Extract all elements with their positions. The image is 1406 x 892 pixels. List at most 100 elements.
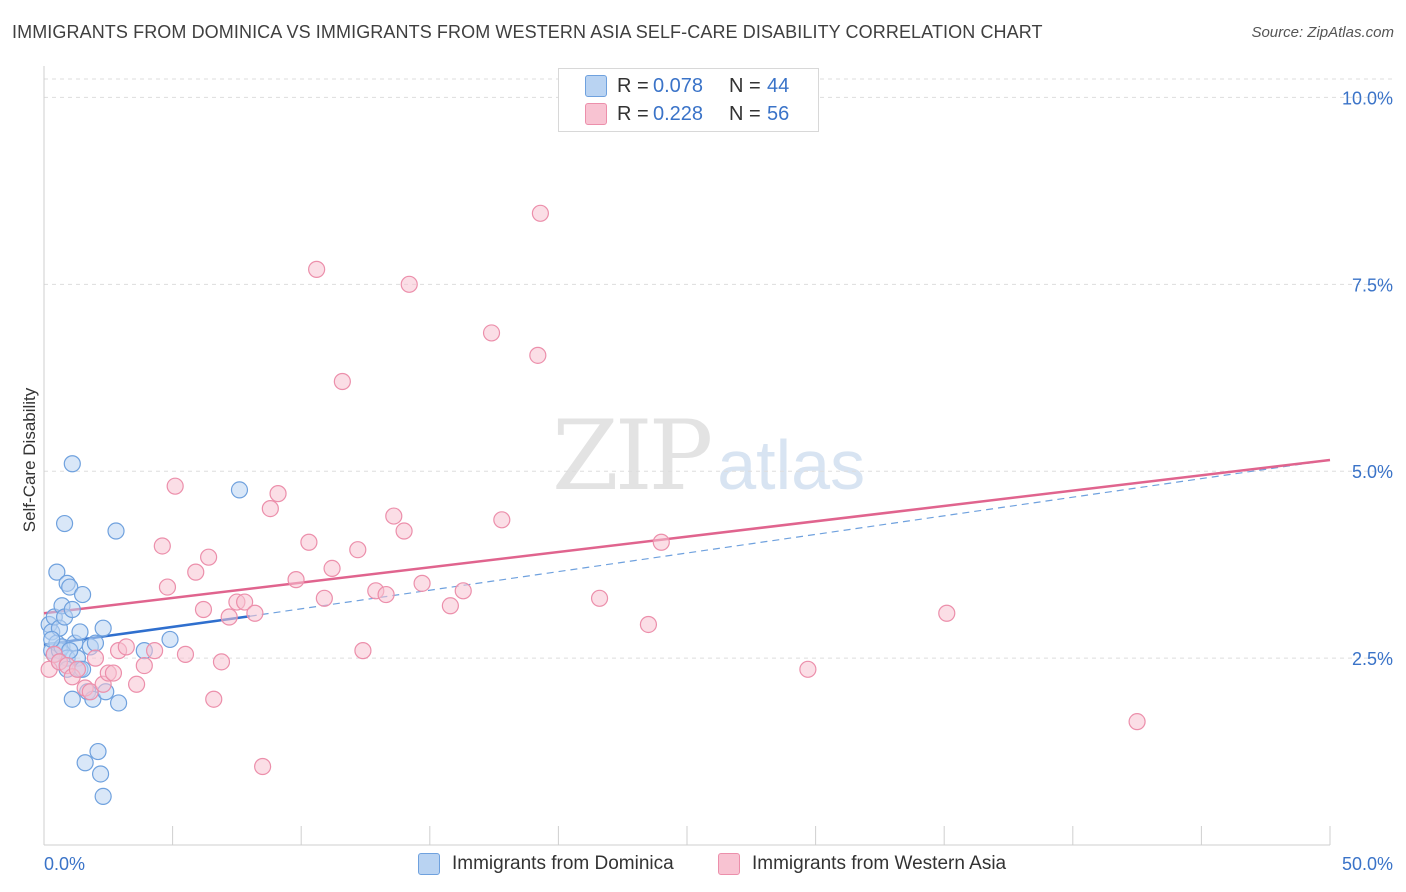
- scatter-point-pink: [220, 608, 238, 626]
- scatter-point-blue: [43, 630, 61, 649]
- axis-labels: 2.5% 5.0% 7.5% 10.0% 0.0% 50.0% Self-Care Disa…: [20, 88, 1393, 874]
- scatter-point-pink: [529, 346, 547, 364]
- scatter-point-pink: [315, 589, 333, 607]
- scatter-point-pink: [531, 204, 549, 222]
- scatter-point-pink: [652, 533, 670, 551]
- scatter-point-pink: [153, 537, 171, 555]
- scatter-point-blue: [89, 742, 107, 761]
- scatter-point-pink: [205, 690, 223, 708]
- legend-r-value: 0.228: [653, 102, 704, 125]
- bottom-legend-dominica: Immigrants from Dominica: [418, 852, 674, 876]
- legend-r-value: 0.078: [653, 74, 704, 97]
- scatter-point-pink: [246, 604, 264, 622]
- scatter-point-pink: [385, 507, 403, 525]
- scatter-point-blue: [55, 514, 74, 533]
- y-tick-label: 7.5%: [1352, 275, 1393, 295]
- legend-r-label: R =: [617, 74, 649, 97]
- scatter-point-pink: [354, 642, 372, 660]
- stats-legend: R = 0.078 N = 44 R = 0.228 N = 56: [558, 68, 819, 132]
- scatter-point-blue: [86, 634, 105, 652]
- scatter-point-blue: [161, 630, 179, 649]
- scatter-point-pink: [104, 664, 123, 682]
- scatter-point-blue: [48, 563, 66, 581]
- data-points: [40, 204, 1146, 806]
- scatter-point-pink: [86, 649, 105, 667]
- scatter-point-pink: [200, 548, 218, 566]
- scatter-point-pink: [254, 757, 272, 776]
- scatter-point-pink: [349, 541, 367, 559]
- trend-line-blue-extension: [249, 459, 1331, 617]
- bottom-legend-label: Immigrants from Dominica: [452, 853, 674, 874]
- source-label: Source: ZipAtlas.com: [1251, 24, 1394, 41]
- y-tick-label: 2.5%: [1352, 649, 1393, 669]
- scatter-point-pink: [194, 600, 213, 619]
- scatter-point-pink: [482, 324, 501, 342]
- scatter-point-pink: [413, 574, 431, 592]
- scatter-point-blue: [107, 522, 125, 540]
- scatter-point-pink: [1128, 713, 1146, 731]
- bottom-legend-swatch-blue: [418, 853, 440, 875]
- scatter-point-pink: [287, 571, 305, 589]
- scatter-point-pink: [590, 589, 609, 607]
- scatter-point-pink: [158, 578, 177, 596]
- scatter-point-blue: [63, 600, 81, 619]
- y-axis-title: Self-Care Disability: [20, 387, 39, 532]
- scatter-point-pink: [236, 593, 254, 611]
- scatter-point-blue: [73, 585, 92, 604]
- legend-n-label: N =: [729, 102, 761, 125]
- scatter-point-blue: [94, 787, 112, 806]
- trend-line-pink: [43, 458, 1331, 615]
- bottom-legend-swatch-pink: [718, 853, 740, 875]
- scatter-point-pink: [261, 499, 279, 518]
- scatter-point-blue: [63, 690, 81, 708]
- scatter-point-pink: [127, 675, 146, 693]
- axes: [43, 66, 1331, 846]
- scatter-point-pink: [493, 511, 511, 529]
- scatter-point-pink: [81, 683, 99, 701]
- scatter-point-blue: [91, 765, 110, 783]
- x-tick-label: 0.0%: [44, 854, 85, 874]
- scatter-point-pink: [377, 585, 395, 604]
- scatter-point-blue: [63, 455, 81, 473]
- scatter-point-pink: [308, 260, 326, 278]
- legend-swatch-pink: [585, 103, 607, 125]
- scatter-point-pink: [799, 660, 817, 678]
- scatter-point-blue: [61, 578, 79, 596]
- scatter-point-pink: [135, 656, 153, 675]
- legend-n-label: N =: [729, 74, 761, 97]
- scatter-point-blue: [76, 754, 94, 772]
- scatter-point-blue: [94, 619, 112, 637]
- scatter-point-pink: [395, 522, 413, 540]
- scatter-point-pink: [400, 275, 418, 293]
- y-tick-label: 10.0%: [1342, 88, 1393, 108]
- scatter-point-blue: [71, 623, 89, 641]
- bottom-legend-label: Immigrants from Western Asia: [752, 853, 1007, 874]
- scatter-point-pink: [269, 485, 287, 503]
- scatter-point-blue: [230, 481, 249, 499]
- scatter-point-pink: [117, 638, 135, 656]
- scatter-point-pink: [454, 582, 472, 600]
- scatter-point-pink: [323, 559, 341, 577]
- scatter-point-pink: [187, 563, 205, 581]
- scatter-point-pink: [166, 477, 184, 495]
- scatter-point-pink: [145, 642, 164, 660]
- legend-swatch-blue: [585, 75, 607, 97]
- chart-title: IMMIGRANTS FROM DOMINICA VS IMMIGRANTS F…: [12, 22, 1043, 42]
- legend-r-label: R =: [617, 102, 649, 125]
- scatter-point-pink: [333, 372, 351, 391]
- scatter-point-pink: [441, 597, 459, 615]
- scatter-point-pink: [176, 645, 195, 663]
- bottom-legend-western-asia: Immigrants from Western Asia: [718, 852, 1006, 876]
- x-tick-label: 50.0%: [1342, 854, 1393, 874]
- scatter-point-pink: [300, 533, 318, 551]
- scatter-point-pink: [639, 615, 658, 634]
- scatter-point-blue: [109, 694, 128, 712]
- y-tick-label: 5.0%: [1352, 462, 1393, 482]
- scatter-point-pink: [212, 653, 231, 671]
- legend-n-value: 44: [767, 74, 790, 97]
- scatter-point-pink: [938, 604, 956, 622]
- legend-n-value: 56: [767, 102, 790, 125]
- scatter-point-pink: [68, 660, 87, 678]
- grid-lines: [44, 78, 1393, 659]
